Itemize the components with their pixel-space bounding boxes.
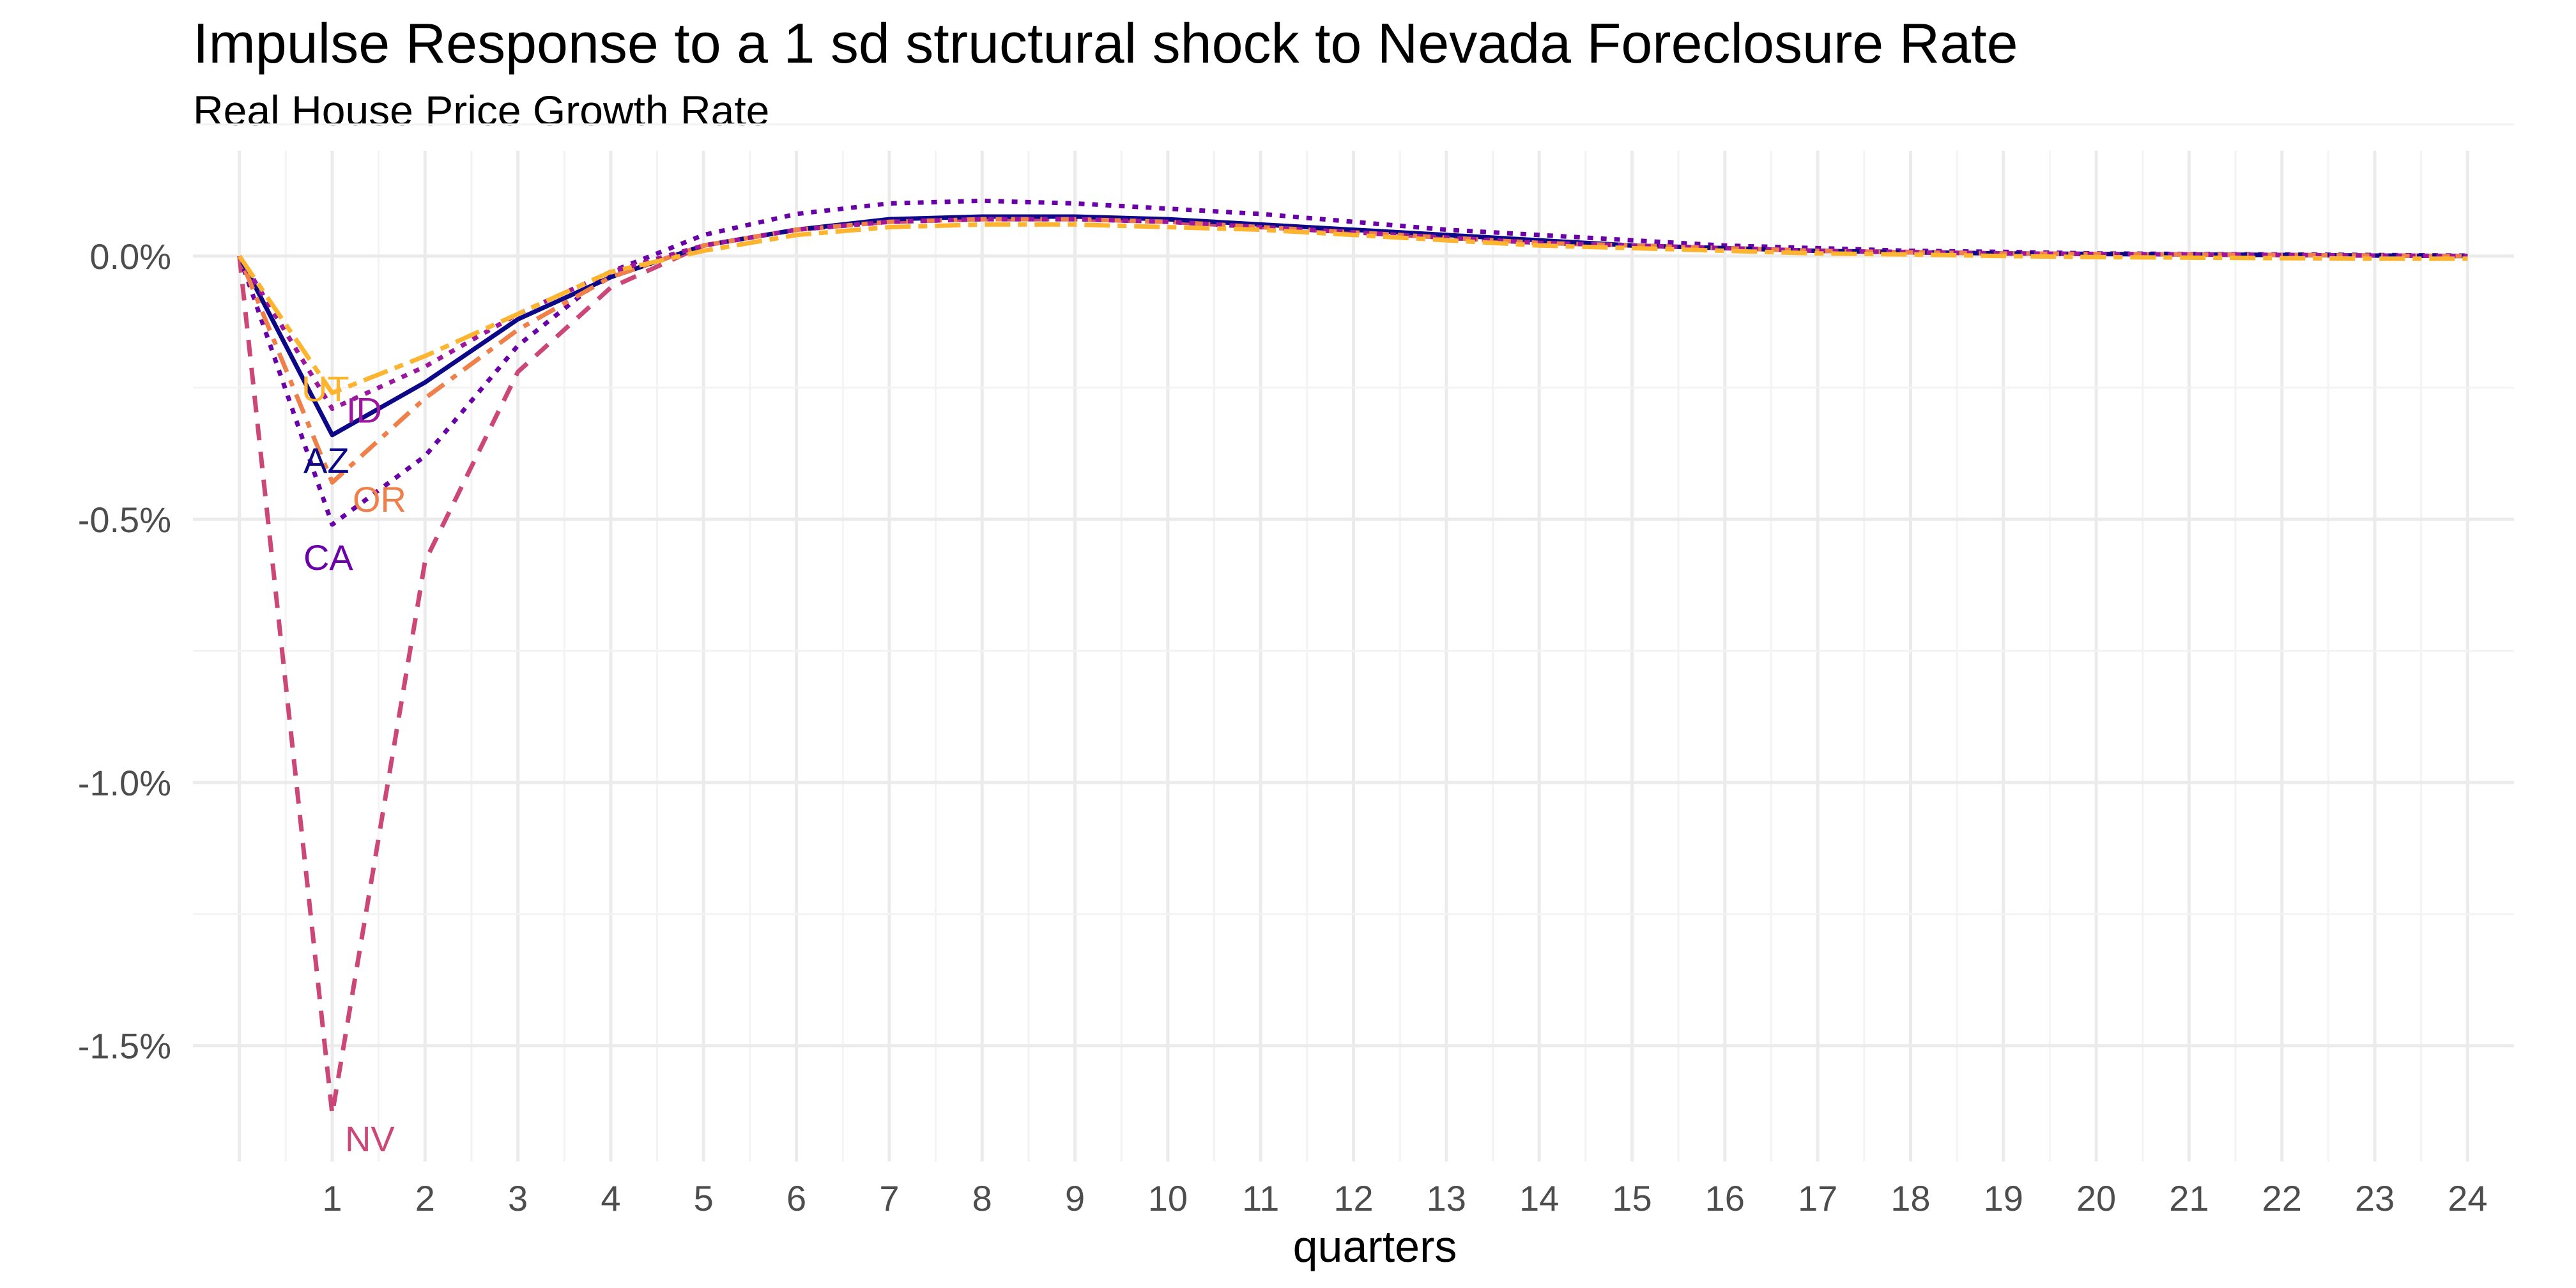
series-label-az: AZ (303, 440, 349, 480)
x-tick-label: 22 (2262, 1178, 2302, 1218)
y-tick-label: -1.5% (78, 1026, 171, 1066)
x-tick-label: 3 (508, 1178, 528, 1218)
x-tick-label: 18 (1890, 1178, 1930, 1218)
series-label-or: OR (353, 479, 406, 519)
x-tick-label: 13 (1427, 1178, 1466, 1218)
x-tick-label: 6 (786, 1178, 806, 1218)
x-tick-label: 12 (1333, 1178, 1373, 1218)
series-line-id (237, 217, 2468, 411)
x-tick-label: 11 (1242, 1178, 1279, 1218)
x-tick-label: 8 (972, 1178, 992, 1218)
x-tick-label: 21 (2169, 1178, 2209, 1218)
y-tick-label: -1.0% (78, 763, 171, 803)
chart-subtitle: Real House Price Growth Rate (193, 87, 769, 134)
chart-title: Impulse Response to a 1 sd structural sh… (193, 12, 2018, 75)
x-tick-label: 15 (1612, 1178, 1652, 1218)
x-axis-tick-labels: 1 2 3 4 5 6 7 8 9 10 11 12 13 14 15 16 17 18 19 20 21 22 23 24 (322, 1178, 2487, 1218)
x-tick-label: 1 (322, 1178, 342, 1218)
x-tick-label: 2 (415, 1178, 435, 1218)
y-tick-label: 0.0% (89, 236, 171, 277)
x-tick-label: 7 (879, 1178, 899, 1218)
series-line-ut (237, 222, 2468, 395)
x-tick-label: 24 (2448, 1178, 2487, 1218)
y-axis-tick-labels: 0.0% -0.5% -1.0% -1.5% (78, 236, 171, 1066)
series-label-id: ID (346, 390, 382, 431)
x-tick-label: 20 (2076, 1178, 2116, 1218)
x-tick-label: 23 (2355, 1178, 2395, 1218)
x-tick-label: 4 (601, 1178, 620, 1218)
series-label-nv: NV (345, 1119, 395, 1159)
x-tick-label: 19 (1984, 1178, 2023, 1218)
x-axis-title: quarters (1293, 1222, 1457, 1271)
series-label-ut: UT (302, 369, 349, 409)
series-label-ca: CA (303, 537, 353, 578)
x-tick-label: 5 (694, 1178, 714, 1218)
x-tick-label: 16 (1705, 1178, 1745, 1218)
series-lines (237, 198, 2468, 1117)
x-tick-label: 14 (1519, 1178, 1559, 1218)
y-tick-label: -0.5% (78, 500, 171, 540)
grid (193, 123, 2514, 1162)
x-tick-label: 9 (1065, 1178, 1085, 1218)
x-tick-label: 17 (1798, 1178, 1837, 1218)
x-tick-label: 10 (1148, 1178, 1188, 1218)
